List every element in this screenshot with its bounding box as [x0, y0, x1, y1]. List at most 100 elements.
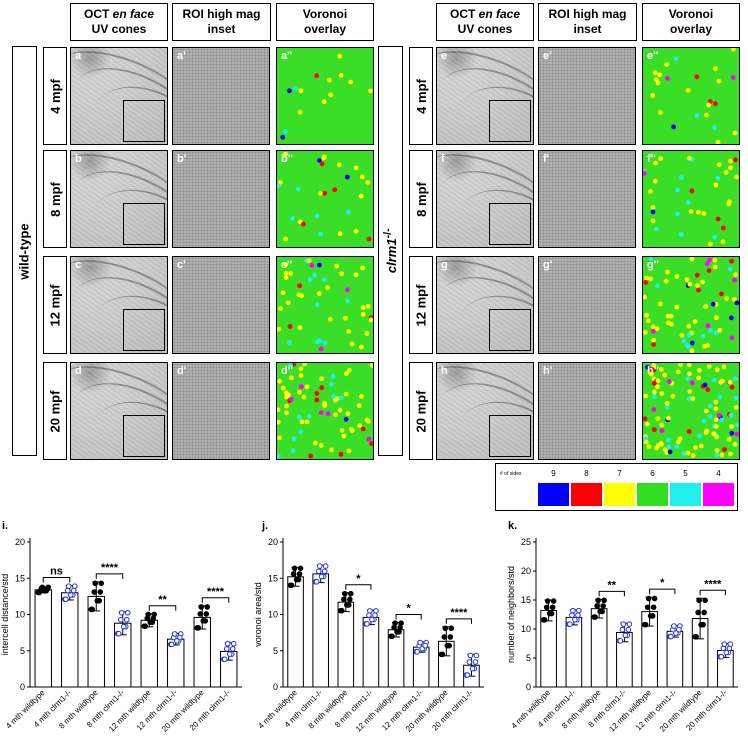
data-point [546, 610, 553, 617]
voronoi-cell [346, 448, 352, 454]
data-point [448, 625, 455, 632]
header-voronoi-mut: Voronoi overlay [642, 3, 740, 41]
header-roi-mut: ROI high mag inset [538, 3, 637, 41]
voronoi-cell [328, 92, 334, 98]
voronoi-cell [651, 337, 656, 343]
voronoi-cell [729, 424, 734, 429]
header-text: overlay [669, 22, 713, 36]
data-point [91, 589, 98, 595]
row-label-text: 8 mpf [413, 181, 429, 217]
sides-legend: # of sides 9 8 7 6 5 4 [495, 463, 738, 511]
voronoi-cell [654, 326, 660, 332]
voronoi-cell [728, 451, 733, 457]
voronoi-cell [332, 187, 338, 193]
roi-inset-box [122, 202, 165, 245]
voronoi-cell [659, 422, 665, 428]
voronoi-cell [334, 263, 340, 269]
data-point [70, 587, 77, 594]
voronoi-cell [664, 404, 670, 410]
panel-letter: h [441, 365, 448, 377]
data-point [224, 640, 231, 647]
voronoi-cell [689, 257, 695, 262]
voronoi-cell [293, 86, 299, 91]
voronoi-cell [643, 393, 649, 399]
data-point [572, 616, 578, 623]
voronoi-cell [650, 218, 656, 224]
row-label-text: 20 mpf [47, 390, 63, 432]
y-tick-label: 10 [521, 624, 531, 634]
voronoi-cells [643, 155, 739, 247]
voronoi-cell [345, 411, 351, 416]
voronoi-cell [719, 452, 725, 458]
data-point [313, 578, 320, 585]
significance-label: **** [101, 562, 119, 574]
voronoi-cell [301, 221, 306, 227]
data-point [541, 617, 548, 623]
y-axis-label: voronoi area/std [253, 582, 263, 647]
voronoi-cell [705, 323, 711, 329]
data-point [120, 623, 127, 630]
data-point [171, 631, 178, 637]
voronoi-cell [720, 378, 725, 384]
data-point [321, 568, 328, 575]
data-point [92, 580, 99, 587]
voronoi-cell [283, 129, 288, 134]
data-point [339, 607, 345, 614]
roi-inset-box [488, 414, 531, 457]
voronoi-cell [290, 448, 296, 453]
voronoi-cell [713, 417, 719, 423]
voronoi-cell [277, 378, 283, 384]
voronoi-cell [304, 419, 310, 425]
vessel-shape [71, 377, 167, 459]
voronoi-cell [280, 134, 286, 140]
voronoi-cell [365, 180, 371, 185]
voronoi-cell [296, 292, 302, 298]
voronoi-cell [704, 261, 710, 266]
voronoi-cell [327, 316, 333, 322]
voronoi-cell [298, 88, 304, 94]
roi-inset-box [122, 99, 165, 142]
voronoi-cell [369, 363, 373, 368]
panel-letter: e [441, 50, 448, 62]
data-point [422, 642, 428, 649]
voronoi-cell [712, 101, 718, 107]
voronoi-cell [288, 271, 294, 276]
y-tick-label: 5 [20, 646, 25, 656]
voronoi-cell [654, 283, 660, 289]
data-point [322, 563, 329, 569]
voronoi-cell [692, 319, 698, 324]
voronoi-cell [327, 77, 332, 83]
voronoi-cell [648, 371, 654, 377]
bar [61, 592, 79, 688]
bar [287, 576, 304, 688]
panel-letter: f'' [647, 153, 656, 165]
voronoi-cell [277, 435, 282, 441]
voronoi-cell [712, 234, 718, 240]
voronoi-cell [715, 216, 721, 222]
voronoi-cell [719, 291, 724, 297]
voronoi-cell [284, 403, 289, 409]
voronoi-cell [713, 406, 719, 411]
voronoi-cell [659, 367, 664, 372]
wildtype-label: wild-type [12, 46, 37, 456]
y-axis-label: intercell distance/std [0, 574, 10, 656]
voronoi-cell [658, 156, 663, 161]
voronoi-cell [286, 340, 292, 345]
voronoi-cell [369, 441, 373, 447]
significance-label: * [406, 602, 411, 614]
mutant-label: clrm1-/- [378, 46, 403, 456]
voronoi-cell [652, 70, 658, 76]
voronoi-cell [280, 385, 286, 391]
vessel-shape [71, 271, 167, 353]
data-point [39, 584, 46, 591]
voronoi-cell [726, 436, 732, 442]
header-text: inset [207, 22, 236, 36]
voronoi-cell [360, 426, 366, 432]
voronoi-cell [318, 443, 324, 448]
data-point [62, 596, 69, 603]
data-point [441, 634, 448, 640]
voronoi-cell [689, 188, 695, 194]
voronoi-cell [711, 431, 717, 437]
data-point [668, 633, 674, 640]
panel-label: j. [261, 520, 268, 532]
